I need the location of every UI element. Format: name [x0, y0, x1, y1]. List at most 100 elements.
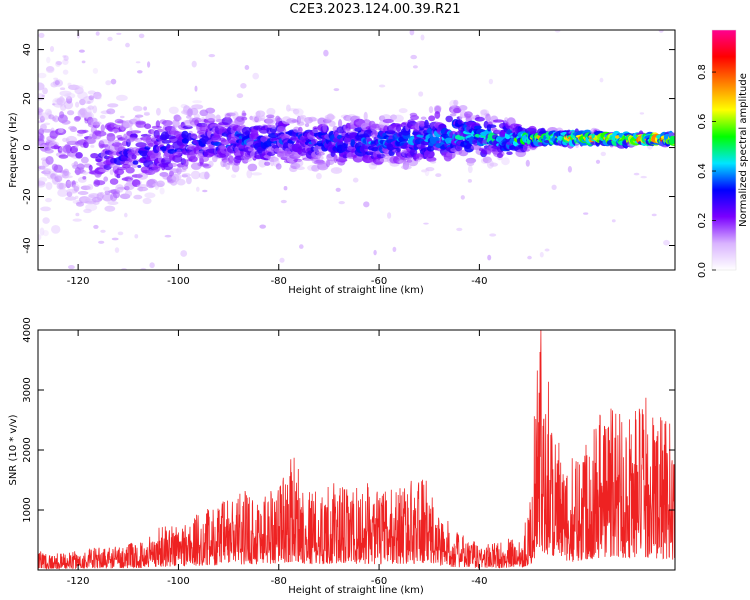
snr-ytick-label: 1000	[22, 497, 33, 522]
spectrogram-cell	[658, 30, 664, 33]
spectrogram-cell	[52, 115, 59, 123]
spectrogram-cell	[41, 170, 51, 175]
spectrogram-cell	[117, 186, 127, 190]
spectrogram-cell	[338, 201, 345, 205]
spectrogram-cell	[137, 187, 149, 192]
spectrogram-cell	[58, 182, 67, 190]
spectrogram-cell	[296, 121, 305, 126]
spectrogram-cell	[77, 132, 84, 137]
spectrogram-cell	[124, 190, 133, 197]
spectrogram-cell	[198, 155, 210, 162]
spectrogram-cell	[316, 151, 325, 156]
spectrogram-cell	[45, 182, 53, 190]
spectrogram-cell	[85, 203, 98, 212]
spectrogram-cell	[107, 103, 119, 108]
spectrogram-cell	[202, 189, 208, 193]
spectrogram-cell	[434, 105, 442, 113]
spectrogram-cell	[363, 111, 368, 121]
spectrogram-cell	[434, 111, 441, 119]
spectrogram-cell	[184, 159, 189, 167]
spectrogram-cell	[51, 225, 61, 234]
spectrogram-cell	[149, 262, 155, 269]
spectrogram-cell	[43, 167, 49, 176]
spectrogram-cell	[190, 133, 197, 139]
spectrogram-cell	[205, 107, 216, 114]
spectrogram-cell	[382, 118, 394, 124]
spectrogram-xtick-label: -60	[371, 276, 387, 287]
spectrogram-cell	[266, 107, 276, 116]
spectrogram-cell	[266, 116, 276, 125]
spectrogram-cell	[172, 154, 183, 163]
spectrogram-cell	[88, 164, 93, 172]
spectrogram-cell	[228, 155, 234, 164]
spectrogram-panel: -120 -100 -80 -60 -40 -40 -20 0 20 40 Height of s…	[8, 29, 676, 296]
spectrogram-cell	[109, 178, 119, 185]
spectrogram-cell	[106, 108, 116, 115]
spectrogram-cell	[554, 30, 561, 33]
spectrogram-cell	[90, 121, 102, 126]
spectrogram-cell	[136, 184, 149, 189]
snr-series-line	[38, 330, 675, 570]
spectrogram-cell	[63, 55, 69, 62]
spectrogram-cell	[144, 123, 152, 129]
spectrogram-cell	[264, 161, 271, 166]
spectrogram-cell	[75, 152, 83, 159]
spectrogram-cell	[135, 61, 141, 64]
spectrogram-cell	[460, 195, 465, 200]
spectrogram-cell	[103, 164, 112, 170]
spectrogram-cell	[82, 171, 89, 175]
spectrogram-cell	[292, 108, 300, 115]
spectrogram-cell	[527, 255, 532, 260]
spectrogram-cell	[457, 119, 463, 125]
spectrogram-cell	[286, 104, 291, 112]
spectrogram-cell	[56, 61, 63, 66]
spectrogram-cell	[192, 100, 203, 104]
spectrogram-cell	[453, 99, 459, 106]
spectrogram-cell	[191, 60, 197, 68]
spectrogram-cell	[421, 169, 428, 173]
spectrogram-cell	[129, 130, 142, 134]
spectrogram-cell	[39, 115, 45, 123]
spectrogram-cell	[124, 212, 128, 218]
snr-xlabel: Height of straight line (km)	[288, 585, 424, 596]
colorbar-tick-label: 0.0	[697, 262, 708, 278]
spectrogram-cell	[482, 156, 492, 164]
spectrogram-cell	[335, 187, 341, 192]
spectrogram-cell	[93, 180, 106, 186]
spectrogram-cell	[68, 265, 75, 270]
spectrogram-cell	[76, 201, 84, 207]
spectrogram-cell	[111, 237, 119, 241]
spectrogram-cell	[251, 172, 263, 176]
spectrogram-cell	[52, 103, 56, 106]
spectrogram-cell	[46, 56, 51, 64]
spectrogram-cell	[144, 192, 156, 199]
snr-ytick-label: 4000	[22, 317, 33, 342]
spectrogram-cell	[106, 132, 115, 137]
spectrogram-cell	[232, 163, 240, 173]
snr-plot-area	[38, 330, 675, 570]
spectrogram-cell	[142, 197, 152, 205]
spectrogram-cell	[333, 154, 338, 164]
spectrogram-cell	[316, 172, 322, 180]
spectrogram-cell	[176, 178, 186, 186]
spectrogram-cell	[114, 168, 125, 176]
spectrogram-cell	[663, 239, 670, 246]
spectrogram-cell	[244, 65, 250, 70]
spectrogram-cell	[410, 54, 418, 60]
spectrogram-cell	[112, 190, 120, 199]
spectrogram-cell	[39, 134, 45, 142]
spectrogram-ytick-label: -40	[22, 237, 33, 253]
spectrogram-cell	[275, 163, 282, 170]
spectrogram-cell	[171, 173, 182, 181]
spectrogram-cell	[192, 139, 198, 144]
spectrogram-cell	[595, 159, 601, 164]
spectrogram-cell	[190, 170, 201, 180]
spectrogram-cell	[293, 108, 304, 117]
spectrogram-cell	[143, 111, 150, 114]
spectrogram-cell	[74, 195, 79, 199]
spectrogram-cell	[252, 72, 259, 80]
snr-axis-ticks: -120 -100 -80 -60 -40 1000 2000 3000 4000	[22, 317, 675, 587]
spectrogram-cell	[426, 146, 435, 152]
spectrogram-cell	[489, 162, 499, 167]
spectrogram-cell	[221, 117, 233, 126]
